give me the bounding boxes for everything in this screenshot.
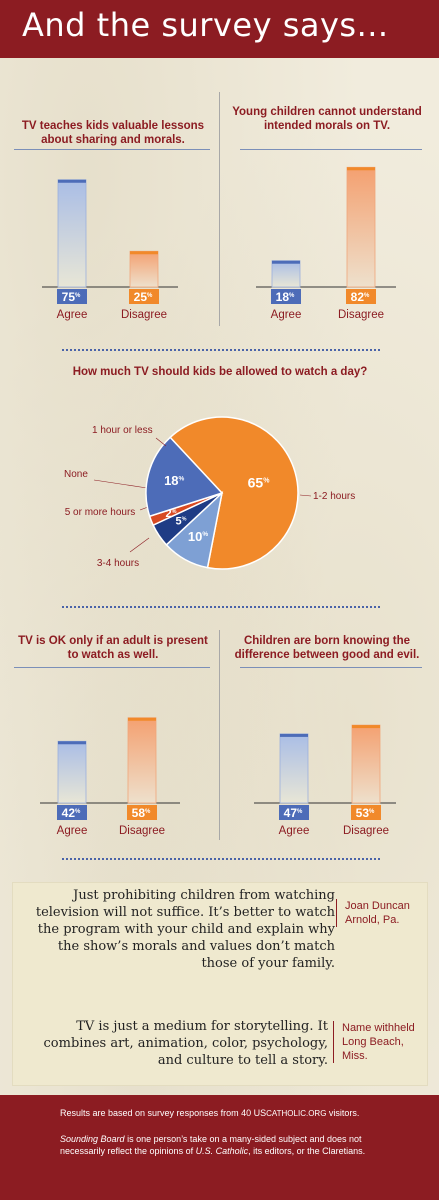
chart2-bar-cap-disagree [347, 167, 375, 171]
quote-text-2: TV is just a medium for storytelling. It… [43, 1019, 328, 1068]
question-title-5: Children are born knowing the difference… [234, 635, 420, 661]
chart2-category-label-agree: Agree [271, 309, 302, 321]
pie-slice-1-hour-or-less [145, 436, 224, 518]
chart2-value-badge-agree [271, 289, 301, 304]
header-banner: And the survey says... [0, 0, 439, 58]
quote-place-2: Long Beach, Miss. [342, 1036, 404, 1062]
quotes-box: Just prohibiting children from watching … [12, 882, 428, 1086]
question-title-2: Young children cannot understand intende… [232, 106, 422, 132]
chart2-category-label-disagree: Disagree [338, 309, 384, 321]
chart4-bar-cap-agree [58, 741, 86, 745]
pie-label-1-hour-or-less: 1 hour or less [92, 425, 153, 436]
chart2-bar-disagree [346, 166, 376, 288]
dotted-separator-1 [62, 349, 380, 351]
chart4-category-label-agree: Agree [57, 825, 88, 837]
chart4-bar-disagree [127, 717, 157, 804]
chart1-category-label-agree: Agree [57, 309, 88, 321]
pie-value-5-or-more-hours: 5% [176, 515, 187, 527]
chart1-value-badge-disagree [129, 289, 159, 304]
chart1-bar-cap-agree [58, 179, 86, 183]
chart1-bar-cap-disagree [130, 251, 158, 255]
quote-place-1: Arnold, Pa. [345, 914, 400, 926]
chart4-bar-agree [57, 740, 87, 804]
chart5-category-label-disagree: Disagree [343, 825, 389, 837]
question-rule-5 [240, 667, 422, 668]
pie-label-none: None [64, 469, 88, 480]
footer-disclaimer: Sounding Board is one person’s take on a… [60, 1133, 390, 1157]
chart2-value-badge-disagree [346, 289, 376, 304]
question-rule-4 [14, 667, 210, 668]
footer-site: Catholic.org [266, 1109, 327, 1118]
chart1-bar-agree [57, 179, 87, 288]
question-rule-2 [240, 149, 422, 150]
chart5-category-label-agree: Agree [279, 825, 310, 837]
chart5-value-badge-agree [279, 805, 309, 820]
column-divider-1 [219, 92, 220, 326]
chart4-value-badge-agree [57, 805, 87, 820]
column-divider-2 [219, 630, 220, 840]
pie-value-none: 2% [166, 508, 177, 520]
page-title: And the survey says... [22, 6, 389, 44]
pie-leader-3-4-hours [129, 537, 150, 553]
quote-name-1: Joan Duncan [345, 900, 410, 912]
dotted-separator-3 [62, 858, 380, 860]
chart5-bar-cap-disagree [352, 725, 380, 729]
chart4-category-label-disagree: Disagree [119, 825, 165, 837]
footer-publication: U.S. Catholic [195, 1146, 249, 1156]
footer-results-end: visitors. [326, 1108, 360, 1118]
chart1-value-badge-agree [57, 289, 87, 304]
chart1-category-label-disagree: Disagree [121, 309, 167, 321]
footer-results: Results are based on survey responses fr… [60, 1107, 390, 1120]
chart1-bar-disagree [129, 250, 159, 288]
chart5-value-badge-disagree [351, 805, 381, 820]
pie-slice-1-2-hours [169, 416, 299, 570]
chart5-bar-cap-agree [280, 733, 308, 737]
chart5-bar-disagree [351, 724, 381, 804]
chart4-bar-cap-disagree [128, 717, 156, 721]
quote-name-2: Name withheld [342, 1022, 415, 1034]
chart4-value-badge-disagree [127, 805, 157, 820]
footer: Results are based on survey responses fr… [0, 1095, 439, 1200]
pie-label-1-2-hours: 1-2 hours [313, 491, 355, 502]
question-title-1: TV teaches kids valuable lessons about s… [21, 120, 205, 146]
question-title-3: How much TV should kids be allowed to wa… [72, 366, 368, 378]
quote-attribution-2: Name withheld Long Beach, Miss. [333, 1021, 428, 1063]
pie-label-5-or-more-hours: 5 or more hours [65, 507, 136, 518]
pie-label-3-4-hours: 3-4 hours [97, 558, 139, 569]
pie-leader-1-2-hours [299, 494, 312, 497]
question-title-4: TV is OK only if an adult is present to … [18, 635, 208, 661]
footer-disclaimer-text: is one person’s take on a many-sided sub… [60, 1134, 362, 1156]
chart2-bar-cap-agree [272, 260, 300, 264]
footer-column-name: Sounding Board [60, 1134, 125, 1144]
footer-disclaimer-end: , its editors, or the Claretians. [248, 1146, 366, 1156]
quote-text-1: Just prohibiting children from watching … [35, 888, 335, 971]
question-rule-1 [14, 149, 210, 150]
dotted-separator-2 [62, 606, 380, 608]
pie-leader-1-hour-or-less [155, 437, 167, 447]
footer-results-text: Results are based on survey responses fr… [60, 1108, 267, 1118]
chart2-bar-agree [271, 260, 301, 288]
chart5-bar-agree [279, 733, 309, 804]
quote-attribution-1: Joan Duncan Arnold, Pa. [336, 899, 425, 927]
pie-leader-none [93, 479, 148, 489]
